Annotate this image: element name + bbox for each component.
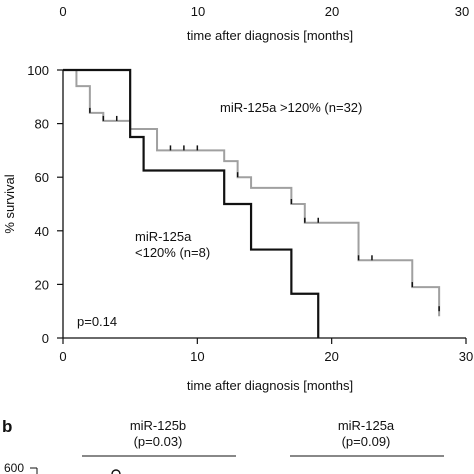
x-tick-label-20: 20 [324,349,338,364]
legend-label-low-line2: <120% (n=8) [135,245,210,260]
survival-curve-0 [63,69,441,317]
legend-label-high: miR-125a >120% (n=32) [220,100,362,115]
x-tick-label-10: 10 [190,349,204,364]
x-axis-title: time after diagnosis [months] [187,378,353,393]
panel-b-y-tick-label: 600 [4,461,24,474]
survival-curve-1 [63,68,320,338]
p-value-annotation: p=0.14 [77,314,117,329]
legend-label-low-line1: miR-125a [135,229,192,244]
y-tick-label-60: 60 [35,170,49,185]
top-tick-label-3: 30 [455,4,469,19]
group-header-1-p: (p=0.09) [342,434,391,449]
x-ticks: 0 10 20 30 [59,338,473,364]
top-axis-title: time after diagnosis [months] [187,28,353,43]
y-tick-label-100: 100 [27,63,49,78]
top-tick-label-1: 10 [191,4,205,19]
group-header-0-p: (p=0.03) [134,434,183,449]
y-tick-label-80: 80 [35,117,49,132]
y-tick-label-0: 0 [42,331,49,346]
x-tick-label-0: 0 [59,349,66,364]
top-tick-label-2: 20 [325,4,339,19]
x-tick-label-30: 30 [459,349,473,364]
panel-b-point [111,469,121,474]
km-plot: 0 20 40 60 80 100 0 10 20 30 % survival time aft… [2,63,473,393]
panel-b-label: b [2,417,12,436]
group-header-1-name: miR-125a [338,418,395,433]
y-ticks: 0 20 40 60 80 100 [27,63,63,346]
top-tick-label-0: 0 [59,4,66,19]
panel-b: b miR-125b (p=0.03) miR-125a (p=0.09) 60… [2,417,444,474]
y-tick-label-20: 20 [35,277,49,292]
y-axis-title: % survival [2,174,17,233]
y-tick-label-40: 40 [35,224,49,239]
top-axis: 0 10 20 30 time after diagnosis [months] [59,4,469,43]
group-header-0-name: miR-125b [130,418,186,433]
series-layer [63,68,441,338]
